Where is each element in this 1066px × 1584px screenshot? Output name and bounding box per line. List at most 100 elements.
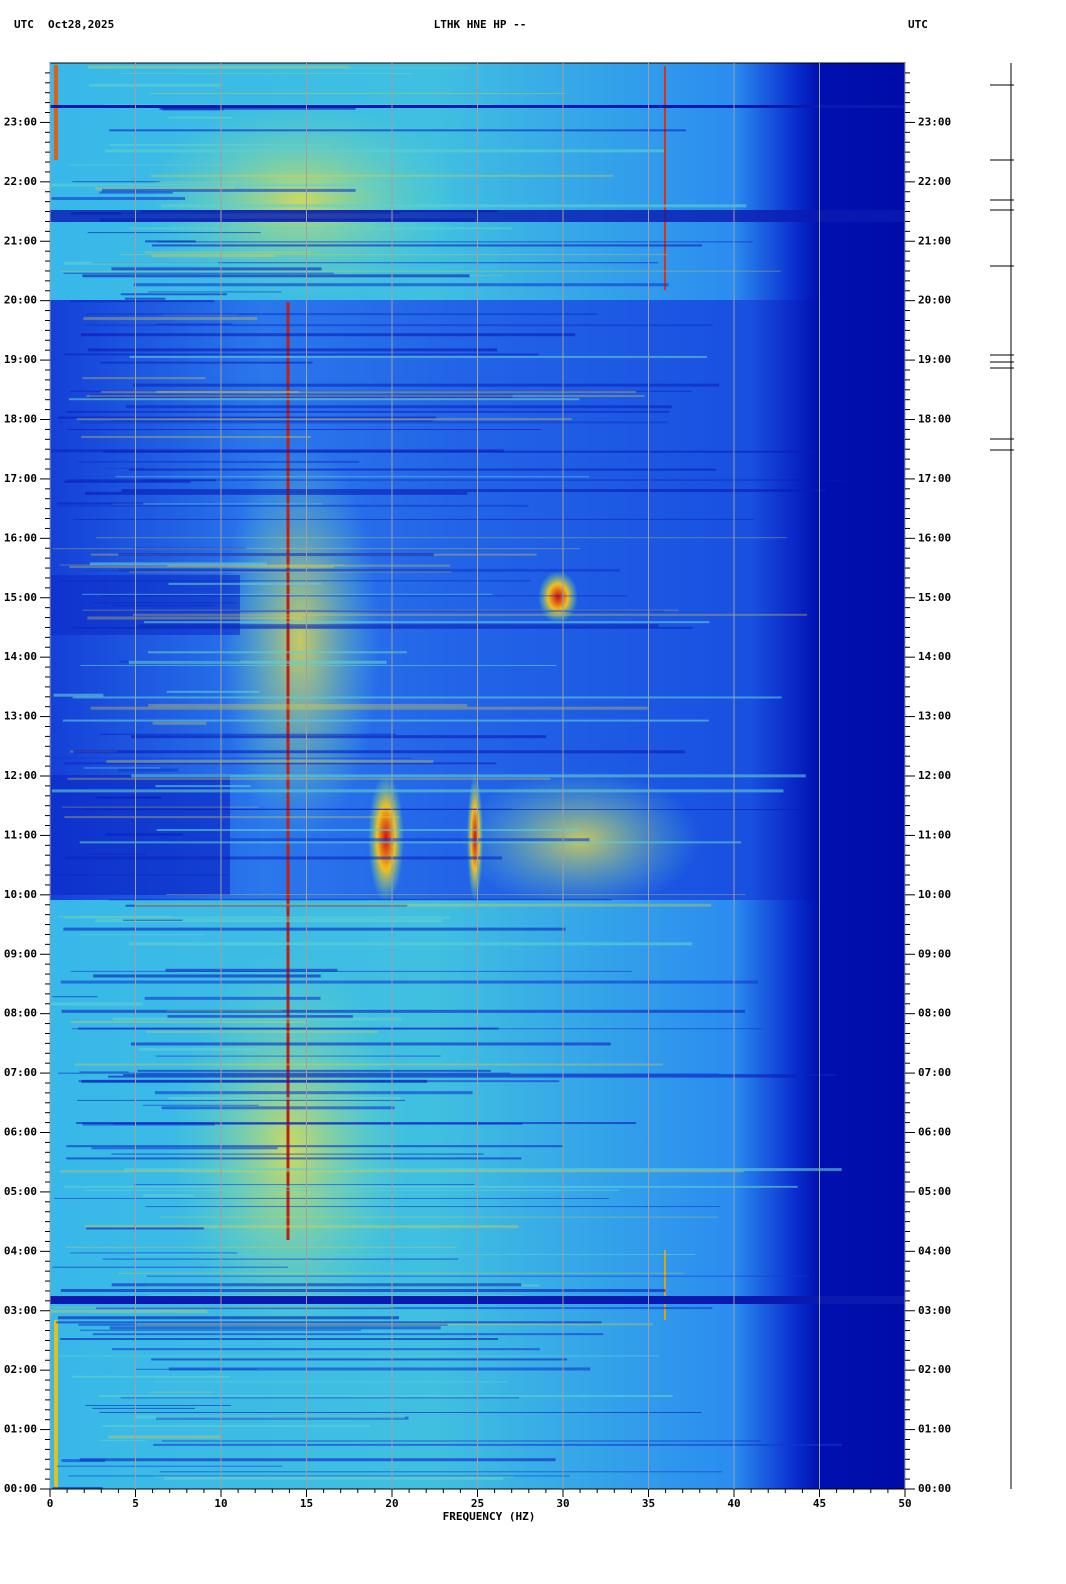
noise-stripe: [99, 191, 173, 194]
noise-stripe: [166, 1010, 283, 1012]
x-tick-label: 10: [214, 1497, 227, 1510]
noise-stripe: [155, 181, 237, 183]
noise-stripe: [58, 1072, 511, 1074]
noise-stripe: [134, 1184, 475, 1186]
noise-stripe: [78, 1027, 499, 1030]
y-tick-label: 06:00: [4, 1126, 37, 1139]
noise-stripe: [119, 568, 620, 572]
noise-stripe: [109, 1326, 441, 1330]
noise-stripe: [132, 547, 246, 549]
noise-stripe: [52, 1486, 103, 1489]
noise-stripe: [74, 1063, 663, 1066]
timezone-right: UTC: [908, 18, 928, 31]
noise-stripe: [106, 760, 434, 764]
noise-stripe: [100, 361, 313, 364]
noise-stripe: [72, 696, 782, 699]
noise-stripe: [64, 856, 502, 860]
noise-stripe: [112, 503, 323, 505]
noise-stripe: [154, 1475, 515, 1478]
x-tick-label: 40: [727, 1497, 740, 1510]
noise-stripe: [70, 609, 664, 612]
noise-stripe: [128, 468, 716, 471]
noise-stripe: [53, 693, 104, 697]
noise-stripe: [149, 92, 566, 94]
noise-stripe: [58, 1316, 400, 1320]
noise-stripe: [129, 227, 513, 230]
noise-stripe: [62, 806, 259, 808]
noise-stripe: [80, 421, 668, 424]
noise-stripe: [64, 816, 400, 819]
y-tick-label: 10:00: [918, 888, 951, 901]
noise-stripe: [81, 436, 311, 439]
noise-stripe: [65, 410, 670, 413]
noise-stripe: [90, 706, 648, 710]
y-tick-label: 03:00: [4, 1304, 37, 1317]
noise-stripe: [51, 789, 784, 793]
noise-stripe: [79, 1071, 129, 1073]
noise-stripe: [81, 1079, 428, 1083]
date: Oct28,2025: [48, 18, 114, 31]
y-tick-label: 07:00: [4, 1066, 37, 1079]
noise-stripe: [68, 1475, 570, 1477]
noise-stripe: [164, 1476, 504, 1480]
noise-stripe: [87, 348, 498, 352]
noise-stripe: [63, 762, 497, 765]
noise-stripe: [117, 768, 179, 772]
noise-stripe: [151, 254, 276, 258]
noise-stripe: [125, 904, 408, 907]
noise-stripe: [167, 116, 233, 119]
noise-stripe: [79, 1458, 556, 1462]
noise-stripe: [79, 1329, 361, 1331]
y-tick-label: 22:00: [918, 175, 951, 188]
noise-stripe: [89, 83, 221, 87]
noise-stripe: [102, 1258, 459, 1260]
y-tick-label: 09:00: [918, 947, 951, 960]
noise-stripe: [112, 1017, 402, 1021]
noise-stripe: [162, 838, 590, 842]
noise-stripe: [153, 1443, 843, 1446]
y-tick-label: 17:00: [918, 472, 951, 485]
noise-stripe: [83, 767, 160, 769]
noise-stripe: [63, 261, 219, 265]
y-tick-label: 05:00: [918, 1185, 951, 1198]
noise-stripe: [115, 476, 589, 478]
noise-stripe: [138, 624, 659, 628]
noise-stripe: [73, 518, 755, 520]
y-tick-label: 00:00: [918, 1482, 951, 1495]
noise-stripe: [109, 143, 330, 146]
noise-stripe: [144, 251, 312, 254]
noise-stripe: [50, 1002, 143, 1006]
noise-stripe: [128, 660, 387, 664]
noise-stripe: [50, 757, 412, 759]
noise-stripe: [88, 853, 146, 855]
noise-stripe: [118, 553, 434, 557]
noise-stripe: [78, 1323, 448, 1326]
noise-stripe: [159, 1471, 723, 1473]
chart-title: LTHK HNE HP --: [434, 18, 527, 31]
noise-stripe: [142, 1104, 259, 1106]
noise-stripe: [131, 735, 547, 739]
noise-stripe: [128, 571, 452, 573]
noise-stripe: [85, 491, 468, 495]
noise-stripe: [61, 1009, 745, 1013]
noise-stripe: [155, 323, 233, 325]
y-tick-label: 04:00: [918, 1244, 951, 1257]
noise-stripe: [146, 1030, 378, 1033]
noise-stripe: [101, 390, 300, 393]
noise-stripe: [66, 1145, 564, 1148]
noise-stripe: [50, 1309, 208, 1313]
noise-stripe: [131, 774, 806, 778]
noise-stripe: [103, 450, 816, 453]
noise-stripe: [156, 829, 581, 832]
noise-stripe: [64, 480, 191, 483]
x-tick-label: 25: [471, 1497, 484, 1510]
noise-stripe: [142, 1194, 194, 1198]
noise-stripe: [134, 903, 712, 907]
noise-stripe: [102, 1425, 371, 1428]
x-tick-label: 20: [385, 1497, 398, 1510]
x-tick-label: 45: [813, 1497, 826, 1510]
event-strip: [990, 63, 1014, 1489]
event-marks: [990, 84, 1014, 451]
y-tick-label: 06:00: [918, 1126, 951, 1139]
